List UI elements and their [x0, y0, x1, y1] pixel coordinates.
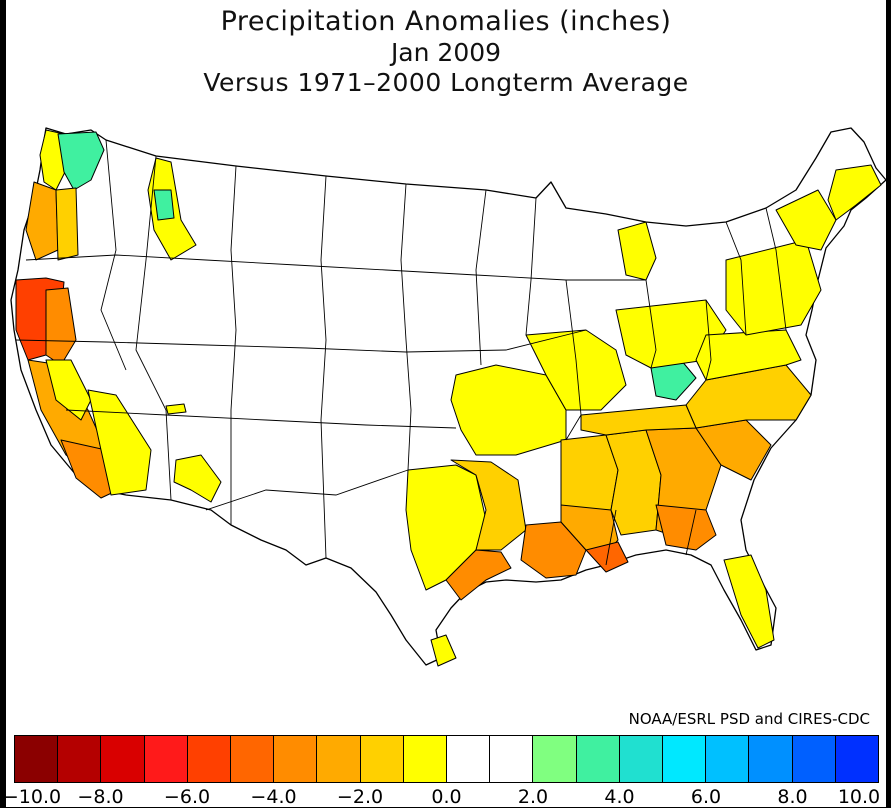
colorbar-segment [144, 736, 188, 782]
region-tn [580, 404, 697, 436]
colorbar-tick-label: −6.0 [163, 786, 211, 808]
region-ok-ar [450, 364, 567, 456]
region-wa-cascades-wet [57, 131, 105, 191]
colorbar-segment [619, 736, 664, 782]
colorbar-legend [14, 735, 879, 783]
colorbar-segment [663, 736, 707, 782]
region-or-coast [25, 181, 59, 261]
region-az-patch [173, 454, 222, 503]
colorbar-segment [706, 736, 750, 782]
colorbar-tick-label: −2.0 [336, 786, 384, 808]
colorbar-segment [835, 736, 879, 782]
colorbar-tick-labels: −10.0 −8.0 −6.0 −4.0 −2.0 0.0 2.0 4.0 6.0 8.0 10.0 [3, 786, 881, 808]
colorbar-tick-label: 4.0 [604, 786, 635, 808]
colorbar-tick-label: −10.0 [2, 786, 62, 808]
colorbar-tick-label: −8.0 [77, 786, 124, 808]
region-mo-il [525, 329, 627, 411]
region-me [827, 164, 882, 221]
colorbar-segment [792, 736, 836, 782]
colorbar-segment [749, 736, 793, 782]
region-tx-south [430, 634, 457, 667]
colorbar-segment [58, 736, 102, 782]
colorbar-tick-label: 8.0 [777, 786, 808, 808]
colorbar-segment [274, 736, 318, 782]
colorbar-segment [360, 736, 404, 782]
region-ca-valley [45, 359, 92, 421]
colorbar-segment [490, 736, 534, 782]
colorbar-segment [317, 736, 361, 782]
region-nv-sliver [165, 403, 187, 415]
region-id-wet [153, 189, 175, 221]
colorbar-segment [101, 736, 145, 782]
colorbar-segment [447, 736, 491, 782]
data-credit: NOAA/ESRL PSD and CIRES-CDC [628, 710, 870, 728]
us-precip-anomaly-map [10, 127, 886, 667]
colorbar-tick-label: −4.0 [250, 786, 297, 808]
colorbar-tick-label: 2.0 [517, 786, 549, 808]
climate-division-lines [15, 139, 787, 566]
map-title: Precipitation Anomalies (inches) [220, 6, 672, 37]
region-tx-east [450, 459, 527, 551]
figure-panel: Precipitation Anomalies (inches) Jan 200… [3, 0, 886, 808]
region-ne [775, 189, 837, 251]
colorbar-segment [403, 736, 448, 782]
region-tx-coast [445, 549, 512, 601]
colorbar-segment [231, 736, 275, 782]
colorbar-tick-label: 10.0 [837, 786, 881, 808]
region-ca-desert [87, 389, 152, 496]
colorbar-segment [533, 736, 577, 782]
region-fl [723, 554, 775, 649]
map-baseline: Versus 1971–2000 Longterm Average [203, 68, 689, 97]
region-mi [617, 221, 657, 281]
region-ga-south [655, 504, 717, 551]
colorbar-segment [576, 736, 620, 782]
colorbar-tick-label: 0.0 [431, 786, 462, 808]
colorbar-segment [187, 736, 232, 782]
colorbar-segment [15, 736, 59, 782]
region-ca-sierra [45, 287, 77, 366]
colorbar-tick-label: 6.0 [690, 786, 722, 808]
region-or-west [55, 187, 79, 261]
map-period: Jan 2009 [390, 38, 502, 67]
